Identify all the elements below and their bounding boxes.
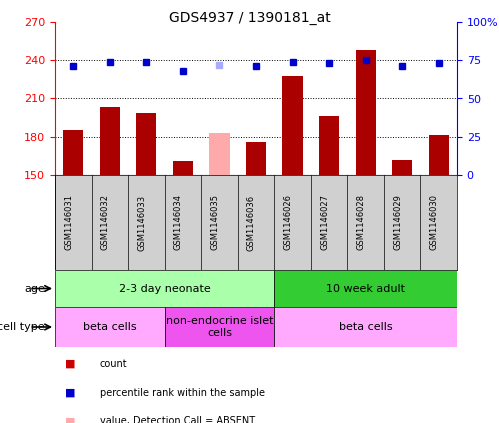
Bar xyxy=(55,307,165,347)
Text: beta cells: beta cells xyxy=(83,322,137,332)
Bar xyxy=(246,142,266,175)
Bar xyxy=(100,107,120,175)
Text: GSM1146034: GSM1146034 xyxy=(174,195,183,250)
Text: beta cells: beta cells xyxy=(339,322,392,332)
Bar xyxy=(274,307,457,347)
Bar xyxy=(165,307,274,347)
Bar xyxy=(392,160,412,175)
Text: GSM1146033: GSM1146033 xyxy=(137,195,146,250)
Text: GSM1146031: GSM1146031 xyxy=(64,195,73,250)
Text: GSM1146027: GSM1146027 xyxy=(320,195,329,250)
Text: GSM1146030: GSM1146030 xyxy=(430,195,439,250)
Text: GSM1146028: GSM1146028 xyxy=(357,195,366,250)
Text: GSM1146035: GSM1146035 xyxy=(211,195,220,250)
Text: GSM1146032: GSM1146032 xyxy=(101,195,110,250)
Text: count: count xyxy=(100,359,128,369)
Text: ■: ■ xyxy=(65,359,75,369)
Text: ■: ■ xyxy=(65,417,75,423)
Text: 10 week adult: 10 week adult xyxy=(326,283,405,294)
Text: 2-3 day neonate: 2-3 day neonate xyxy=(119,283,211,294)
Text: GDS4937 / 1390181_at: GDS4937 / 1390181_at xyxy=(169,11,330,25)
Bar xyxy=(136,113,156,175)
Text: cell type: cell type xyxy=(0,322,45,332)
Text: ■: ■ xyxy=(65,388,75,398)
Bar xyxy=(356,50,376,175)
Bar xyxy=(173,161,193,175)
Bar xyxy=(282,76,302,175)
Text: GSM1146029: GSM1146029 xyxy=(393,195,402,250)
Text: age: age xyxy=(24,283,45,294)
Bar xyxy=(210,133,230,175)
Text: value, Detection Call = ABSENT: value, Detection Call = ABSENT xyxy=(100,417,255,423)
Bar xyxy=(63,130,83,175)
Text: GSM1146026: GSM1146026 xyxy=(283,195,292,250)
Text: non-endocrine islet
cells: non-endocrine islet cells xyxy=(166,316,273,338)
Bar xyxy=(274,270,457,307)
Bar xyxy=(429,135,449,175)
Bar xyxy=(319,116,339,175)
Bar xyxy=(55,270,274,307)
Text: GSM1146036: GSM1146036 xyxy=(247,195,256,250)
Text: percentile rank within the sample: percentile rank within the sample xyxy=(100,388,265,398)
